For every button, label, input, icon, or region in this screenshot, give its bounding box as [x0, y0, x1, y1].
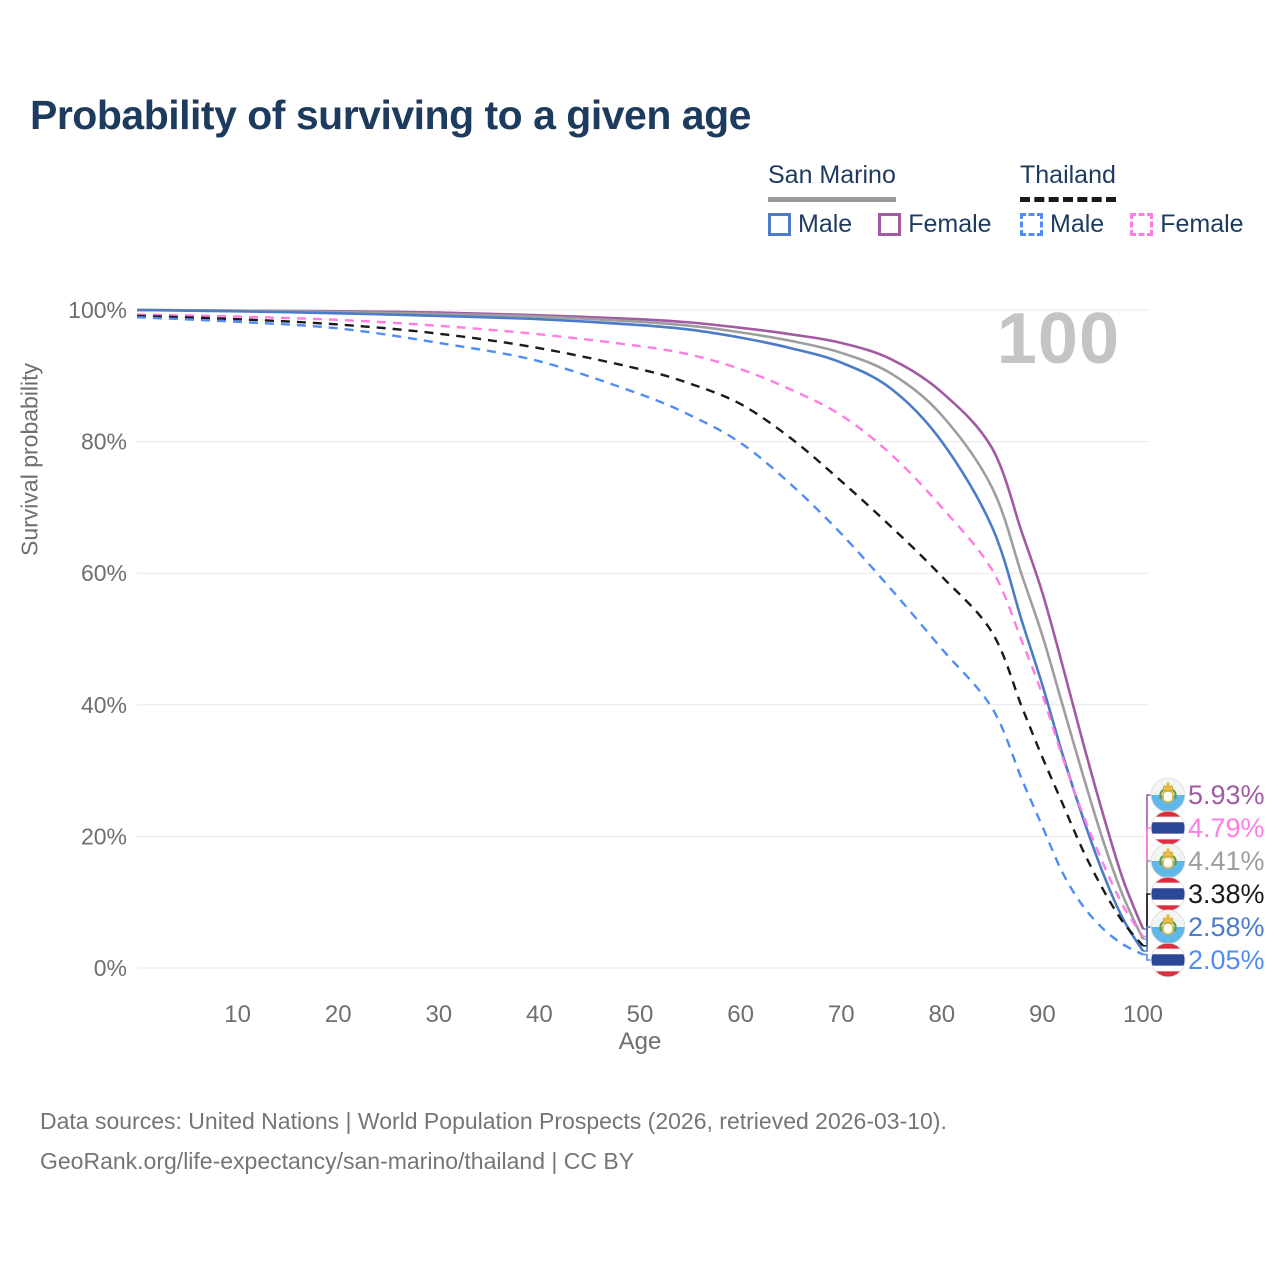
san-marino-female-swatch-icon [878, 213, 902, 236]
y-tick-label: 20% [81, 823, 127, 849]
x-tick-label: 60 [727, 1001, 754, 1028]
end-value-label: 3.38% [1188, 879, 1265, 909]
legend-title-san-marino: San Marino [768, 161, 896, 202]
x-axis-title: Age [618, 1028, 662, 1055]
end-value-label: 4.41% [1188, 846, 1265, 876]
legend-item-thailand-female[interactable]: Female [1130, 210, 1244, 239]
end-value-label: 2.58% [1188, 912, 1265, 942]
x-tick-label: 90 [1029, 1001, 1056, 1028]
x-tick-label: 50 [627, 1001, 654, 1028]
end-value-label: 4.79% [1188, 813, 1265, 843]
y-tick-label: 60% [81, 560, 127, 586]
san-marino-flag-icon [1150, 909, 1186, 945]
thailand-flag-icon [1150, 942, 1186, 978]
thailand-male-swatch-icon [1020, 213, 1043, 236]
legend-item-san-marino-female[interactable]: Female [878, 210, 992, 239]
x-tick-label: 40 [526, 1001, 553, 1028]
thailand-flag-icon [1150, 810, 1186, 846]
series-line-san-marino-male [136, 308, 1145, 952]
x-tick-label: 10 [224, 1001, 251, 1028]
series-line-thailand-female [136, 313, 1145, 938]
legend-group-san-marino: San Marino Male Female [768, 161, 1008, 239]
x-tick-label: 100 [1123, 1001, 1163, 1028]
age-counter-watermark: 100 [996, 299, 1120, 379]
attribution-link-text[interactable]: GeoRank.org/life-expectancy/san-marino/t… [40, 1148, 635, 1174]
y-tick-label: 40% [81, 692, 127, 718]
legend-item-thailand-male[interactable]: Male [1020, 210, 1104, 239]
series-line-san-marino-both [136, 308, 1145, 940]
thailand-flag-icon [1150, 876, 1186, 912]
y-tick-label: 80% [81, 429, 127, 455]
legend-title-thailand: Thailand [1020, 161, 1116, 202]
data-sources-text: Data sources: United Nations | World Pop… [40, 1108, 947, 1134]
page-title: Probability of surviving to a given age [30, 92, 751, 138]
x-tick-label: 20 [325, 1001, 352, 1028]
thailand-female-swatch-icon [1130, 213, 1154, 236]
label-connector-line [1143, 926, 1151, 952]
y-tick-label: 0% [94, 955, 127, 981]
x-tick-label: 80 [928, 1001, 955, 1028]
label-connector-line [1143, 953, 1151, 961]
end-value-label: 5.93% [1188, 780, 1265, 810]
y-tick-label: 100% [68, 297, 127, 323]
x-tick-label: 70 [828, 1001, 855, 1028]
san-marino-flag-icon [1150, 777, 1186, 813]
san-marino-flag-icon [1150, 843, 1186, 879]
end-value-label: 2.05% [1188, 945, 1265, 975]
y-axis-title: Survival probability [16, 362, 43, 556]
legend-group-thailand: Thailand Male Female [1020, 161, 1260, 239]
san-marino-male-swatch-icon [768, 213, 791, 236]
series-line-thailand-both [136, 314, 1144, 947]
legend-item-san-marino-male[interactable]: Male [768, 210, 852, 239]
series-line-thailand-male [136, 316, 1144, 956]
label-connector-line [1143, 893, 1151, 947]
x-tick-label: 30 [425, 1001, 452, 1028]
